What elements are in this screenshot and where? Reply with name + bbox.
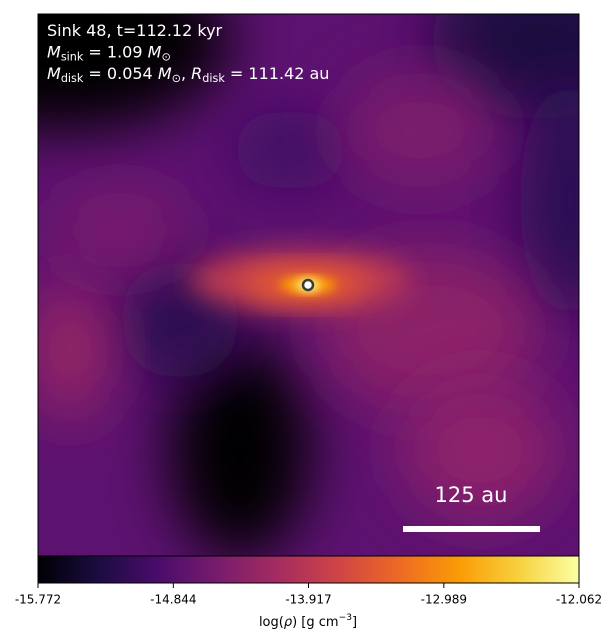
annotation: Sink 48, t=112.12 kyr [47,21,223,40]
scale-bar [403,526,540,532]
italic-part: ρ [284,615,293,630]
text-part: = 111.42 au [225,64,330,83]
density-image [38,14,579,556]
sink-marker [301,278,315,292]
italic-part: R [191,64,202,83]
superscript: −3 [339,612,353,622]
text-part: ] [352,615,357,630]
colorbar-ticks: -15.772 -14.844 -13.917 -12.989 -12.062 [15,583,602,607]
subscript: disk [202,72,225,85]
subscript: sink [61,50,84,63]
annotations: Sink 48, t=112.12 kyr Msink​ = 1.09 M⊙​Md… [47,21,329,85]
text-part: = 1.09 [83,42,147,61]
tick-label: -14.844 [150,593,196,607]
italic-part: M [158,64,172,83]
scale-bar-label: 125 au [435,483,508,507]
text-part: , [181,64,191,83]
tick-label: -15.772 [15,593,61,607]
annotation: Mdisk​ = 0.054 M⊙​, Rdisk​ = 111.42 au [47,64,329,85]
subscript: ⊙ [172,72,181,85]
italic-part: M [148,42,162,61]
subscript: ⊙ [161,50,170,63]
text-part: log( [259,615,284,630]
text-part: ) [g cm [292,615,338,630]
italic-part: M [47,64,61,83]
colorbar-label: log(ρ) [g cm−3​] [259,612,357,629]
tick-label: -12.062 [556,593,602,607]
annotation: Msink​ = 1.09 M⊙​ [47,42,171,63]
subscript: disk [61,72,84,85]
text-part: = 0.054 [83,64,157,83]
tick-label: -12.989 [421,593,467,607]
tick-label: -13.917 [285,593,331,607]
italic-part: M [47,42,61,61]
text-part: Sink 48, t=112.12 kyr [47,21,223,40]
colorbar [37,555,580,584]
